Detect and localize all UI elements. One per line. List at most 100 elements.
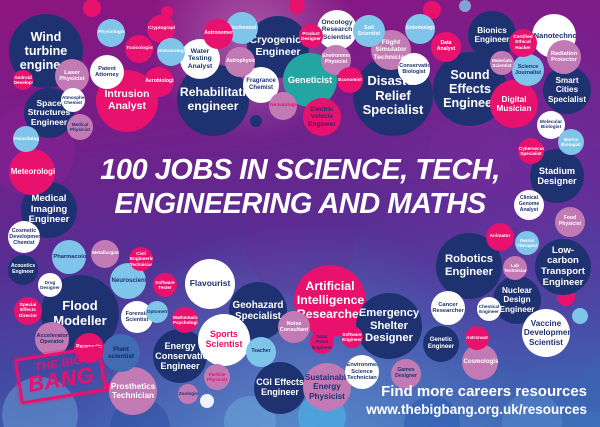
job-bubble-genetic-engineer: Genetic Engineer bbox=[423, 326, 459, 362]
job-bubble-digital-musician: Digital Musician bbox=[490, 80, 538, 128]
job-bubble-label: Pharmacologist bbox=[53, 253, 86, 260]
job-bubble-label: Science Journalist bbox=[515, 63, 541, 76]
job-bubble-food-physicist: Food Physicist bbox=[555, 207, 585, 237]
job-bubble-label: Genetic Engineer bbox=[427, 336, 455, 350]
job-bubble-label: Space Structures Engineer bbox=[27, 97, 71, 127]
job-bubble-laser-physicist: Laser Physicist bbox=[55, 59, 89, 93]
job-bubble-patent-attorney: Patent Attorney bbox=[90, 55, 124, 89]
job-bubble-meteorologist: Meteorologist bbox=[9, 149, 55, 195]
job-bubble-label: Sports Scientist bbox=[205, 329, 243, 349]
job-bubble-label: Cancer Researcher bbox=[432, 301, 464, 314]
job-bubble-civil-engineering-technician: Civil Engineering Technician bbox=[129, 247, 153, 271]
job-bubble-label: Aerobiologist bbox=[145, 78, 174, 85]
job-bubble-soil-scientist: Soil Scientist bbox=[353, 15, 385, 47]
job-bubble-label: Flavourist bbox=[189, 278, 231, 289]
job-bubble-label: Forensic Scientist bbox=[125, 310, 149, 323]
job-bubble-label: Patent Attorney bbox=[95, 65, 119, 78]
job-bubble-label: Water Testing Analyst bbox=[187, 47, 213, 70]
job-bubble-noise-consultant: Noise Consultant bbox=[278, 311, 310, 343]
decorative-dot bbox=[200, 394, 214, 408]
job-bubble-label: Nanotechnologist bbox=[533, 30, 576, 40]
decorative-dot bbox=[459, 0, 471, 12]
job-bubble-label: Entomologist bbox=[406, 25, 435, 32]
job-bubble-label: Software Tester bbox=[155, 279, 175, 290]
job-bubble-label: Molecular Biologist bbox=[539, 119, 563, 130]
job-bubble-label: Oncology Research Scientist bbox=[321, 18, 353, 41]
job-bubble-plant-scientist: Plant scientist bbox=[102, 334, 140, 372]
job-bubble-environmental-science-technician: Environmental Science Technician bbox=[345, 355, 379, 389]
job-bubble-label: Cosmologist bbox=[463, 357, 498, 365]
poster-title: 100 JOBS IN SCIENCE, TECH, ENGINEERING A… bbox=[88, 153, 512, 221]
poster-title-line2: ENGINEERING AND MATHS bbox=[114, 188, 486, 220]
job-bubble-label: CGI Effects Engineer bbox=[256, 377, 304, 397]
job-bubble-label: Chemical Engineer bbox=[478, 303, 500, 314]
job-bubble-label: Acoustics Engineer bbox=[10, 263, 36, 275]
job-bubble-label: Cybersecurity Specialist bbox=[519, 145, 544, 156]
job-bubble-lab-technician: Lab Technician bbox=[503, 256, 527, 280]
job-bubble-marine-biologist: Marine Biologist bbox=[558, 129, 584, 155]
job-bubble-label: Astrophysicist bbox=[226, 58, 255, 65]
job-bubble-label: Nuclear Design Engineer bbox=[499, 286, 535, 314]
footer-url: www.thebigbang.org.uk/resources bbox=[366, 402, 587, 417]
job-bubble-label: Nematologist bbox=[270, 103, 297, 109]
job-bubble-conservation-biologist: Conservation Biologist bbox=[398, 53, 430, 85]
job-bubble-optometrist: Optometrist bbox=[146, 301, 168, 323]
decorative-dot bbox=[428, 113, 512, 197]
job-bubble-materials-scientist: Materials Scientist bbox=[490, 51, 514, 75]
job-bubble-astrophysicist: Astrophysicist bbox=[225, 47, 255, 77]
job-bubble-medical-physicist: Medical Physicist bbox=[67, 114, 93, 140]
job-bubble-vaccine-development-scientist: Vaccine Development Scientist bbox=[522, 309, 570, 357]
job-bubble-prosthetics-technician: Prosthetics Technician bbox=[109, 367, 157, 415]
job-bubble-data-analyst: Data Analyst bbox=[431, 32, 461, 62]
job-bubble-label: Laser Physicist bbox=[59, 69, 85, 82]
job-bubble-acoustics-engineer: Acoustics Engineer bbox=[8, 255, 38, 285]
job-bubble-physiologist: Physiologist bbox=[97, 19, 125, 47]
job-bubble-astronomer: Astronomer bbox=[203, 19, 233, 49]
job-bubble-label: Low-carbon Transport Engineer bbox=[541, 244, 585, 288]
job-bubble-label: Economist bbox=[338, 77, 362, 83]
job-bubble-nuclear-design-engineer: Nuclear Design Engineer bbox=[493, 276, 541, 324]
job-bubble-label: Physiologist bbox=[98, 30, 125, 36]
job-bubble-radiation-protector: Radiation Protector bbox=[547, 40, 581, 74]
job-bubble-label: Product Designer bbox=[301, 30, 321, 41]
job-bubble-astronaut: Astronaut bbox=[465, 326, 489, 350]
job-bubble-label: Environmental Physicist bbox=[322, 53, 351, 65]
job-bubble-flavourist: Flavourist bbox=[185, 259, 235, 309]
job-bubble-label: Environmental Science Technician bbox=[346, 362, 379, 382]
job-bubble-label: Cryptographer bbox=[148, 26, 175, 32]
job-bubble-label: Geneticist bbox=[287, 74, 333, 85]
job-bubble-label: Geohazard Specialist bbox=[232, 299, 284, 322]
job-bubble-label: Robotics Engineer bbox=[444, 253, 493, 278]
job-bubble-label: Bionics Engineer bbox=[474, 25, 510, 44]
job-bubble-low-carbon-transport-engineer: Low-carbon Transport Engineer bbox=[535, 239, 591, 295]
decorative-dot bbox=[289, 0, 305, 14]
job-bubble-label: Software Engineer bbox=[342, 331, 362, 342]
job-bubble-cosmologist: Cosmologist bbox=[462, 344, 498, 380]
job-bubble-smart-cities-specialist: Smart Cities Specialist bbox=[543, 66, 591, 114]
job-bubble-label: Astronaut bbox=[466, 335, 488, 341]
job-bubble-label: Cryogenics Engineer bbox=[249, 34, 307, 58]
job-bubble-animator: Animator bbox=[486, 223, 514, 251]
job-bubble-label: Stadium Designer bbox=[537, 165, 577, 186]
job-bubble-label: Biochemist bbox=[227, 24, 257, 31]
job-bubble-label: Prosthetics Technician bbox=[110, 381, 156, 400]
job-bubble-immunologist: Immunologist bbox=[157, 38, 185, 66]
job-bubble-nematologist: Nematologist bbox=[269, 92, 297, 120]
job-bubble-label: Solar Panel Engineer bbox=[312, 334, 332, 350]
job-bubble-cybersecurity-specialist: Cybersecurity Specialist bbox=[518, 138, 544, 164]
job-bubble-label: Plant scientist bbox=[107, 345, 135, 360]
job-bubble-entomologist: Entomologist bbox=[405, 14, 435, 44]
job-bubble-software-tester: Software Tester bbox=[153, 273, 177, 297]
job-bubble-cgi-effects-engineer: CGI Effects Engineer bbox=[254, 362, 306, 414]
job-bubble-parasitologist: Parasitologist bbox=[13, 126, 39, 152]
big-bang-logo: THE BIG BANG bbox=[13, 345, 107, 405]
job-bubble-label: Zoologist bbox=[178, 391, 198, 397]
job-bubble-bionics-engineer: Bionics Engineer bbox=[468, 11, 516, 59]
decorative-dot bbox=[423, 1, 441, 19]
job-bubble-label: Special Effects Director bbox=[18, 303, 38, 319]
poster-title-line1: 100 JOBS IN SCIENCE, TECH, bbox=[100, 154, 500, 186]
job-bubble-label: Soil Scientist bbox=[357, 24, 381, 37]
job-bubble-label: Paramedic bbox=[76, 344, 102, 351]
job-bubble-label: Drug Designer bbox=[40, 279, 60, 290]
job-bubble-sustainable-energy-physicist: Sustainable Energy Physicist bbox=[303, 363, 351, 411]
